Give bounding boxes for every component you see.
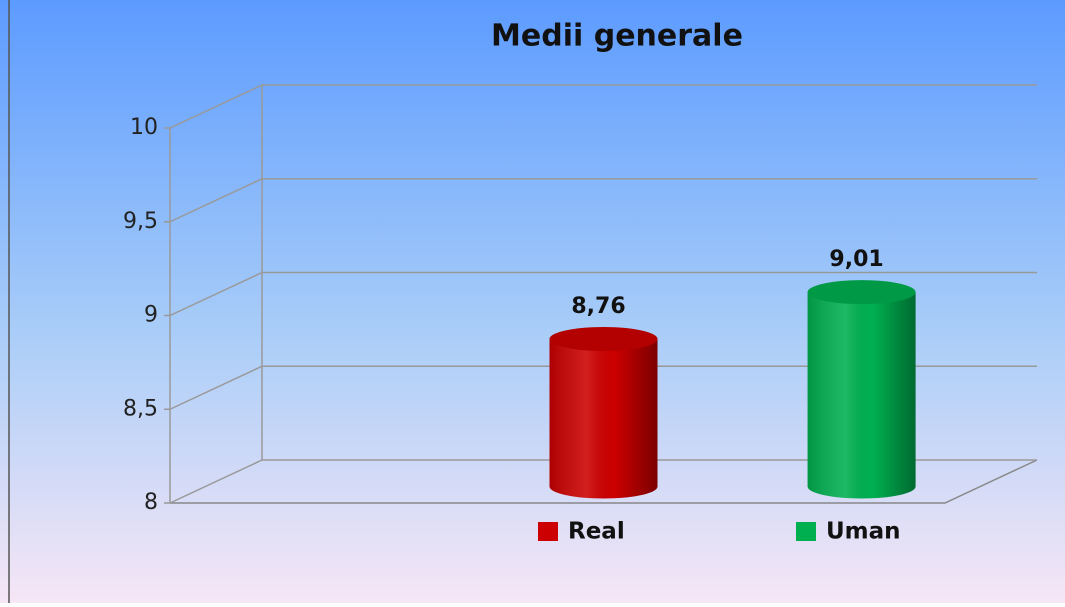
- y-tick-label: 8: [144, 490, 158, 515]
- legend-label: Real: [568, 519, 625, 545]
- cylinder-top: [807, 280, 916, 305]
- grid-line: [169, 178, 1037, 223]
- cylinder-shade: [549, 339, 658, 499]
- grid-line: [169, 459, 1037, 504]
- chart-title: Medii generale: [491, 19, 743, 54]
- grid-line: [169, 365, 1037, 410]
- legend-swatch: [538, 522, 558, 541]
- y-tick-label: 10: [130, 115, 158, 140]
- cylinder-top: [549, 327, 658, 351]
- grid-line: [169, 84, 1037, 129]
- cylinder-shade: [807, 292, 916, 499]
- legend-label: Uman: [826, 519, 901, 545]
- cylinder-top-shade: [549, 327, 658, 351]
- legend-swatch: [796, 522, 816, 541]
- y-tick-label: 8,5: [123, 396, 158, 421]
- y-tick-label: 9: [144, 303, 158, 328]
- data-label: 8,76: [571, 294, 625, 319]
- floor-edge: [170, 459, 1038, 504]
- data-label: 9,01: [829, 247, 883, 272]
- grid-line: [169, 271, 1037, 317]
- cylinder-top-shade: [807, 280, 916, 305]
- y-tick-label: 9,5: [123, 209, 158, 234]
